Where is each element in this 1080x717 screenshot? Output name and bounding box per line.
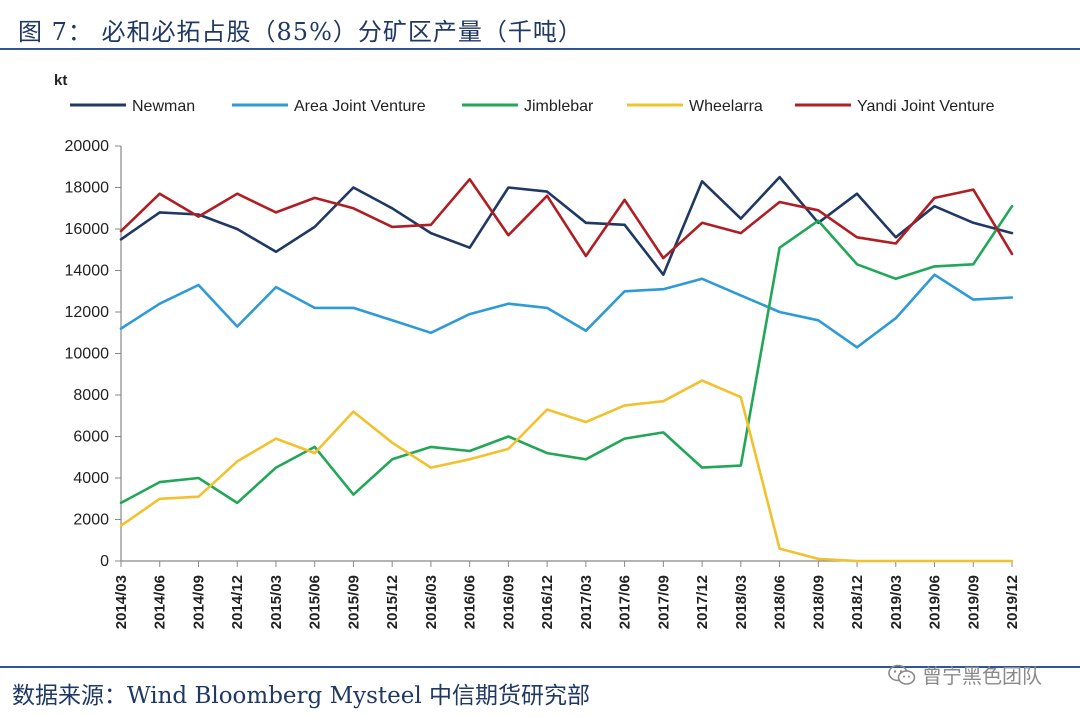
chart-axes: 0 2000 4000 6000 8000 10000 12000 14000 16000 180… — [65, 138, 1022, 629]
x-tick-label: 2017/06 — [617, 575, 634, 629]
x-tick-label: 2016/06 — [462, 575, 479, 629]
title-rule — [0, 48, 1080, 50]
legend-label: Wheelarra — [689, 98, 763, 115]
y-tick-label: 4000 — [73, 470, 109, 487]
y-tick-label: 8000 — [73, 387, 109, 404]
y-tick-label: 20000 — [65, 138, 110, 155]
x-tick-label: 2018/03 — [733, 575, 750, 629]
x-tick-label: 2015/12 — [384, 575, 401, 629]
x-tick-label: 2015/06 — [307, 575, 324, 629]
y-tick-label: 18000 — [65, 180, 110, 197]
y-tick-label: 10000 — [65, 346, 110, 363]
y-tick-label: 16000 — [65, 221, 110, 238]
watermark-text: 曾宁黑色团队 — [922, 664, 1042, 688]
series-line-newman — [119, 175, 1014, 276]
x-tick-label: 2016/03 — [423, 575, 440, 629]
x-tick-label: 2017/09 — [655, 575, 672, 629]
x-tick-label: 2018/06 — [772, 575, 789, 629]
series-line-jimblebar — [119, 204, 1014, 505]
legend-label: Area Joint Venture — [294, 98, 426, 115]
x-tick-label: 2016/09 — [500, 575, 517, 629]
x-tick-label: 2017/12 — [694, 575, 711, 629]
x-tick-label: 2014/03 — [113, 575, 130, 629]
x-tick-label: 2018/12 — [849, 575, 866, 629]
series-line-area-joint-venture — [119, 273, 1014, 349]
watermark: 曾宁黑色团队 — [888, 660, 1042, 689]
plot-area — [119, 175, 1014, 563]
chart-title: 图 7： 必和必拓占股（85%）分矿区产量（千吨） — [18, 18, 583, 46]
unit-label: kt — [54, 72, 67, 89]
legend-label: Yandi Joint Venture — [857, 98, 995, 115]
y-tick-label: 0 — [100, 553, 109, 570]
x-tick-label: 2017/03 — [578, 575, 595, 629]
wechat-icon — [888, 664, 916, 685]
x-tick-label: 2016/12 — [539, 575, 556, 629]
x-tick-label: 2018/09 — [810, 575, 827, 629]
y-tick-label: 6000 — [73, 429, 109, 446]
y-tick-label: 14000 — [65, 263, 110, 280]
line-chart: Newman Area Joint Venture Jimblebar Wheelar… — [54, 72, 1022, 629]
x-tick-label: 2019/12 — [1004, 575, 1021, 629]
y-tick-label: 2000 — [73, 512, 109, 529]
chart-legend: Newman Area Joint Venture Jimblebar Wheelar… — [70, 98, 995, 115]
x-tick-label: 2015/09 — [345, 575, 362, 629]
x-tick-label: 2015/03 — [268, 575, 285, 629]
y-tick-label: 12000 — [65, 304, 110, 321]
x-tick-label: 2014/09 — [190, 575, 207, 629]
x-tick-label: 2014/12 — [229, 575, 246, 629]
legend-label: Newman — [132, 98, 195, 115]
series-line-wheelarra — [119, 379, 1014, 563]
x-tick-label: 2019/06 — [927, 575, 944, 629]
series-line-yandi-joint-venture — [119, 177, 1014, 260]
x-tick-label: 2019/09 — [965, 575, 982, 629]
legend-label: Jimblebar — [524, 98, 594, 115]
x-tick-label: 2019/03 — [888, 575, 905, 629]
footer-rule — [0, 666, 1080, 668]
x-tick-label: 2014/06 — [152, 575, 169, 629]
source-note: 数据来源：Wind Bloomberg Mysteel 中信期货研究部 — [12, 683, 591, 709]
